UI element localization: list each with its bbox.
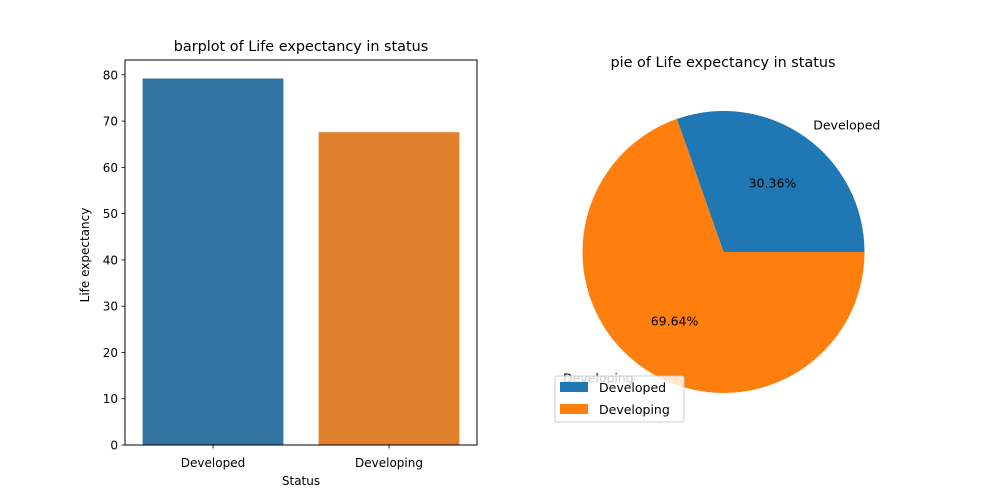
y-tick-label: 50 [103, 207, 118, 221]
legend-entry-label: Developing [599, 402, 670, 417]
pie-slice-developing [582, 118, 865, 393]
legend-entry-label: Developed [599, 380, 666, 395]
y-tick-label: 20 [103, 346, 118, 360]
pie-slices [582, 110, 865, 393]
bar-series [142, 78, 460, 445]
legend-swatch [560, 382, 588, 392]
bar-chart-title: barplot of Life expectancy in status [174, 39, 429, 55]
x-axis-label: Status [282, 474, 320, 488]
y-tick-label: 60 [103, 161, 118, 175]
pie-percent-label: 30.36% [749, 175, 797, 190]
bar-developed [142, 78, 284, 445]
legend: Developed Developing [554, 375, 685, 423]
y-tick-label: 70 [103, 115, 118, 129]
y-tick-label: 30 [103, 300, 118, 314]
y-tick-label: 0 [110, 439, 118, 453]
pie-slice-developed [676, 110, 865, 252]
pie-chart-title: pie of Life expectancy in status [610, 55, 835, 71]
x-axis-ticks: Developed Developing [181, 445, 423, 470]
y-tick-label: 10 [103, 392, 118, 406]
y-tick-label: 80 [103, 68, 118, 82]
pie-slice-label: Developed [813, 117, 880, 132]
bar-developing [318, 132, 460, 445]
pie-percent-label: 69.64% [651, 314, 699, 329]
legend-swatch [560, 404, 588, 414]
x-tick-label: Developed [181, 456, 245, 470]
pie-chart: pie of Life expectancy in status Develop… [554, 55, 880, 423]
plot-area-frame [124, 59, 478, 446]
y-axis-label: Life expectancy [78, 208, 92, 303]
x-tick-label: Developing [355, 456, 423, 470]
bar-chart: barplot of Life expectancy in status 0 10… [78, 39, 478, 488]
y-axis-ticks: 0 10 20 30 40 50 60 70 80 [103, 68, 125, 453]
y-tick-label: 40 [103, 253, 118, 267]
